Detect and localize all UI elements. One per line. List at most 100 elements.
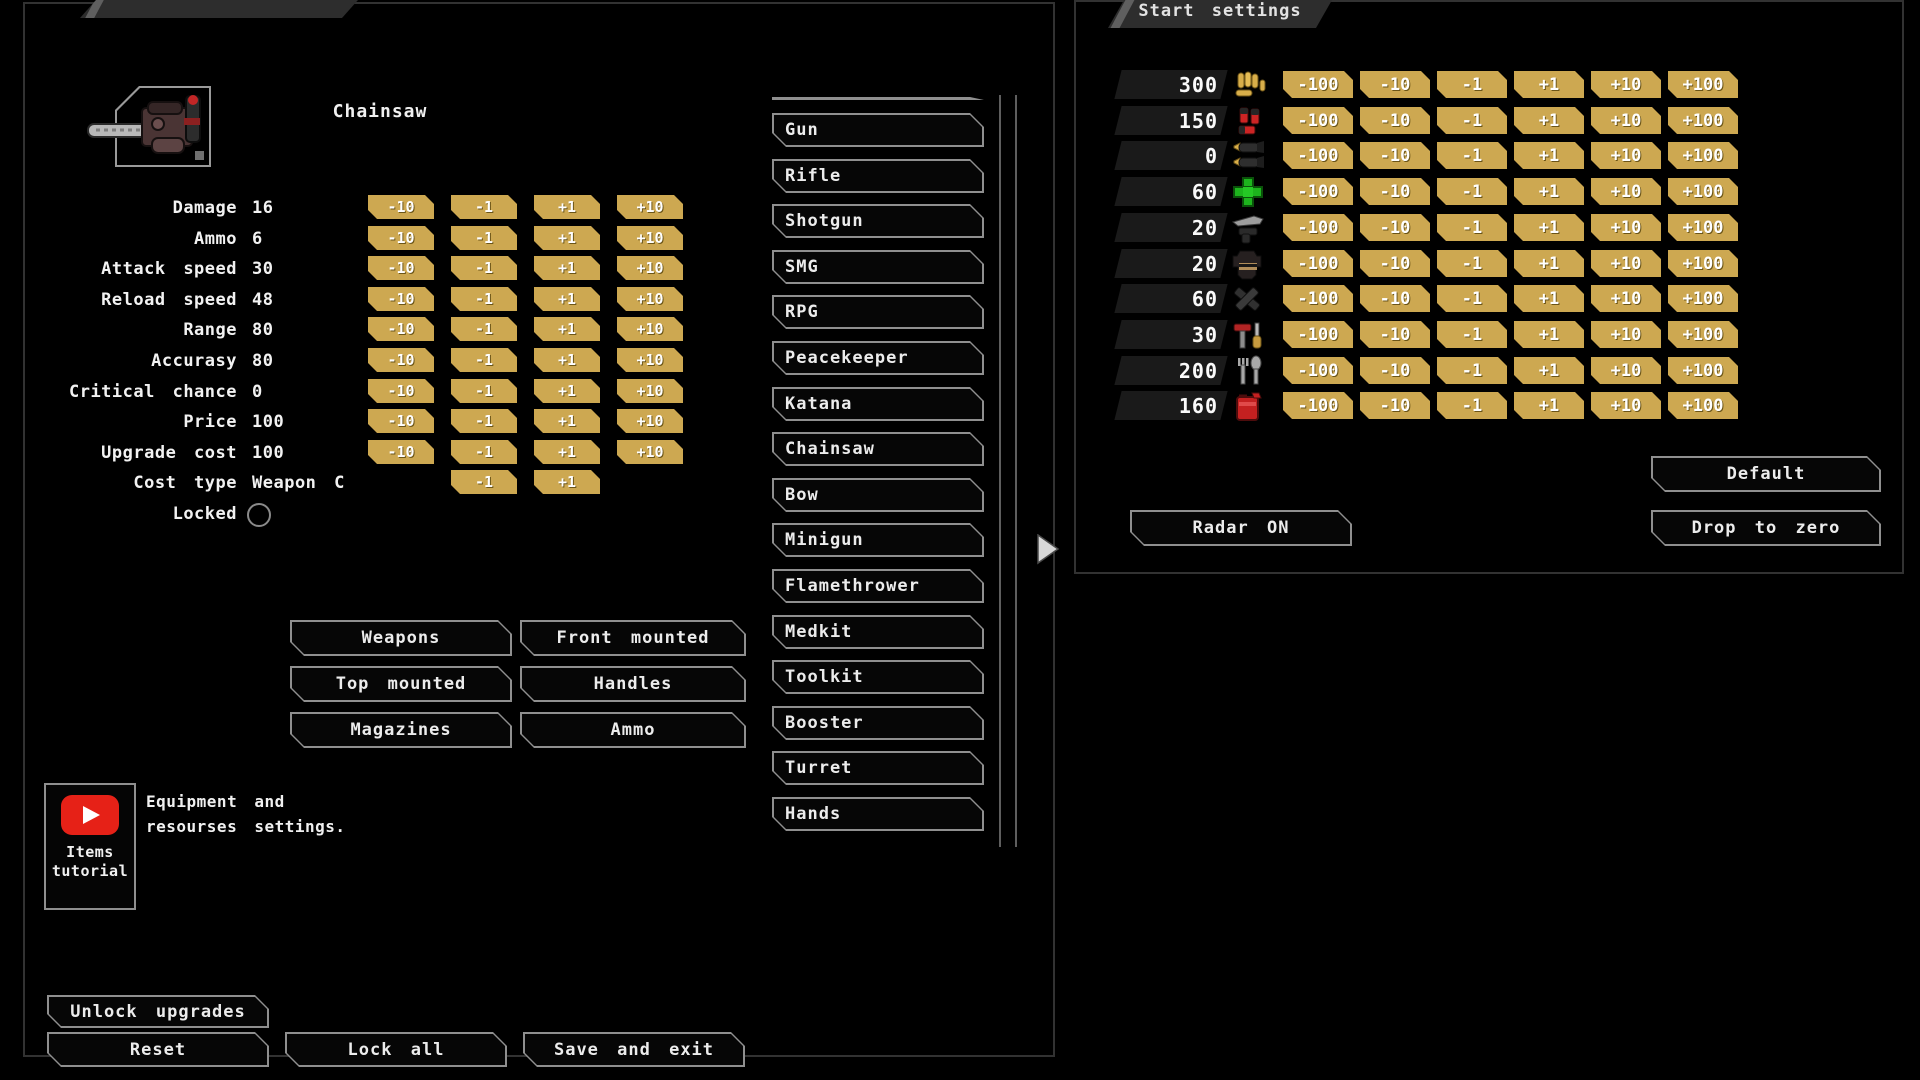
stat-minus1-button[interactable]: -1	[451, 287, 517, 311]
stat-plus10-button[interactable]: +10	[617, 317, 683, 341]
weapon-list-item-bow[interactable]: Bow	[772, 478, 984, 512]
resource-minus100-button[interactable]: -100	[1283, 214, 1353, 241]
resource-plus100-button[interactable]: +100	[1668, 250, 1738, 277]
resource-minus10-button[interactable]: -10	[1360, 71, 1430, 98]
stat-minus10-button[interactable]: -10	[368, 287, 434, 311]
category-handles-button[interactable]: Handles	[520, 666, 746, 702]
resource-minus100-button[interactable]: -100	[1283, 392, 1353, 419]
stat-minus1-button[interactable]: -1	[451, 195, 517, 219]
resource-minus1-button[interactable]: -1	[1437, 357, 1507, 384]
stat-minus1-button[interactable]: -1	[451, 256, 517, 280]
resource-plus10-button[interactable]: +10	[1591, 214, 1661, 241]
stat-plus1-button[interactable]: +1	[534, 256, 600, 280]
category-front-mounted-button[interactable]: Front mounted	[520, 620, 746, 656]
resource-plus1-button[interactable]: +1	[1514, 142, 1584, 169]
resource-minus10-button[interactable]: -10	[1360, 392, 1430, 419]
weapon-list-item-minigun[interactable]: Minigun	[772, 523, 984, 557]
weapon-list-item-hands[interactable]: Hands	[772, 797, 984, 831]
stat-plus10-button[interactable]: +10	[617, 226, 683, 250]
weapon-list-item-peacekeeper[interactable]: Peacekeeper	[772, 341, 984, 375]
resource-minus10-button[interactable]: -10	[1360, 214, 1430, 241]
weapon-list-item-gun[interactable]: Gun	[772, 113, 984, 147]
resource-plus100-button[interactable]: +100	[1668, 285, 1738, 312]
drop-to-zero-button[interactable]: Drop to zero	[1651, 510, 1881, 546]
stat-minus1-button[interactable]: -1	[451, 470, 517, 494]
resource-minus100-button[interactable]: -100	[1283, 178, 1353, 205]
stat-minus10-button[interactable]: -10	[368, 348, 434, 372]
resource-plus10-button[interactable]: +10	[1591, 178, 1661, 205]
weapon-list-item-booster[interactable]: Booster	[772, 706, 984, 740]
stat-plus1-button[interactable]: +1	[534, 379, 600, 403]
resource-minus1-button[interactable]: -1	[1437, 71, 1507, 98]
save-and-exit-button[interactable]: Save and exit	[523, 1032, 745, 1067]
resource-plus1-button[interactable]: +1	[1514, 107, 1584, 134]
resource-minus100-button[interactable]: -100	[1283, 321, 1353, 348]
stat-plus10-button[interactable]: +10	[617, 440, 683, 464]
stat-plus1-button[interactable]: +1	[534, 287, 600, 311]
resource-plus1-button[interactable]: +1	[1514, 178, 1584, 205]
category-magazines-button[interactable]: Magazines	[290, 712, 512, 748]
resource-plus1-button[interactable]: +1	[1514, 285, 1584, 312]
category-top-mounted-button[interactable]: Top mounted	[290, 666, 512, 702]
resource-plus100-button[interactable]: +100	[1668, 178, 1738, 205]
resource-plus100-button[interactable]: +100	[1668, 214, 1738, 241]
resource-minus10-button[interactable]: -10	[1360, 178, 1430, 205]
stat-plus10-button[interactable]: +10	[617, 287, 683, 311]
items-tutorial-button[interactable]: Items tutorial	[44, 783, 136, 910]
weapon-list-scrollbar[interactable]	[999, 95, 1017, 847]
weapon-list-item-rifle[interactable]: Rifle	[772, 159, 984, 193]
resource-plus10-button[interactable]: +10	[1591, 321, 1661, 348]
resource-plus100-button[interactable]: +100	[1668, 321, 1738, 348]
resource-plus10-button[interactable]: +10	[1591, 357, 1661, 384]
resource-minus1-button[interactable]: -1	[1437, 214, 1507, 241]
default-button[interactable]: Default	[1651, 456, 1881, 492]
stat-plus1-button[interactable]: +1	[534, 348, 600, 372]
resource-minus10-button[interactable]: -10	[1360, 321, 1430, 348]
stat-minus10-button[interactable]: -10	[368, 440, 434, 464]
resource-plus10-button[interactable]: +10	[1591, 250, 1661, 277]
unlock-upgrades-button[interactable]: Unlock upgrades	[47, 995, 269, 1028]
weapon-list-item-rpg[interactable]: RPG	[772, 295, 984, 329]
category-ammo-button[interactable]: Ammo	[520, 712, 746, 748]
weapon-list-item-toolkit[interactable]: Toolkit	[772, 660, 984, 694]
weapon-list-item-chainsaw[interactable]: Chainsaw	[772, 432, 984, 466]
reset-button[interactable]: Reset	[47, 1032, 269, 1067]
resource-plus1-button[interactable]: +1	[1514, 357, 1584, 384]
resource-minus1-button[interactable]: -1	[1437, 285, 1507, 312]
stat-plus10-button[interactable]: +10	[617, 195, 683, 219]
stat-plus1-button[interactable]: +1	[534, 440, 600, 464]
resource-minus100-button[interactable]: -100	[1283, 142, 1353, 169]
stat-plus1-button[interactable]: +1	[534, 470, 600, 494]
stat-plus10-button[interactable]: +10	[617, 256, 683, 280]
resource-minus1-button[interactable]: -1	[1437, 392, 1507, 419]
stat-minus1-button[interactable]: -1	[451, 348, 517, 372]
resource-minus1-button[interactable]: -1	[1437, 321, 1507, 348]
resource-plus100-button[interactable]: +100	[1668, 71, 1738, 98]
resource-minus100-button[interactable]: -100	[1283, 357, 1353, 384]
resource-plus1-button[interactable]: +1	[1514, 392, 1584, 419]
stat-minus1-button[interactable]: -1	[451, 226, 517, 250]
stat-plus1-button[interactable]: +1	[534, 195, 600, 219]
resource-plus1-button[interactable]: +1	[1514, 71, 1584, 98]
resource-plus100-button[interactable]: +100	[1668, 107, 1738, 134]
resource-plus1-button[interactable]: +1	[1514, 321, 1584, 348]
stat-minus10-button[interactable]: -10	[368, 195, 434, 219]
weapon-list-item-flamethrower[interactable]: Flamethrower	[772, 569, 984, 603]
weapon-list-item-turret[interactable]: Turret	[772, 751, 984, 785]
stat-minus10-button[interactable]: -10	[368, 379, 434, 403]
resource-plus1-button[interactable]: +1	[1514, 214, 1584, 241]
resource-plus1-button[interactable]: +1	[1514, 250, 1584, 277]
resource-minus1-button[interactable]: -1	[1437, 107, 1507, 134]
lock-all-button[interactable]: Lock all	[285, 1032, 507, 1067]
stat-plus10-button[interactable]: +10	[617, 348, 683, 372]
resource-plus100-button[interactable]: +100	[1668, 392, 1738, 419]
stat-minus1-button[interactable]: -1	[451, 379, 517, 403]
resource-plus10-button[interactable]: +10	[1591, 392, 1661, 419]
resource-minus1-button[interactable]: -1	[1437, 178, 1507, 205]
resource-plus100-button[interactable]: +100	[1668, 142, 1738, 169]
resource-plus10-button[interactable]: +10	[1591, 107, 1661, 134]
stat-minus1-button[interactable]: -1	[451, 409, 517, 433]
resource-minus100-button[interactable]: -100	[1283, 285, 1353, 312]
resource-plus10-button[interactable]: +10	[1591, 142, 1661, 169]
resource-minus10-button[interactable]: -10	[1360, 357, 1430, 384]
